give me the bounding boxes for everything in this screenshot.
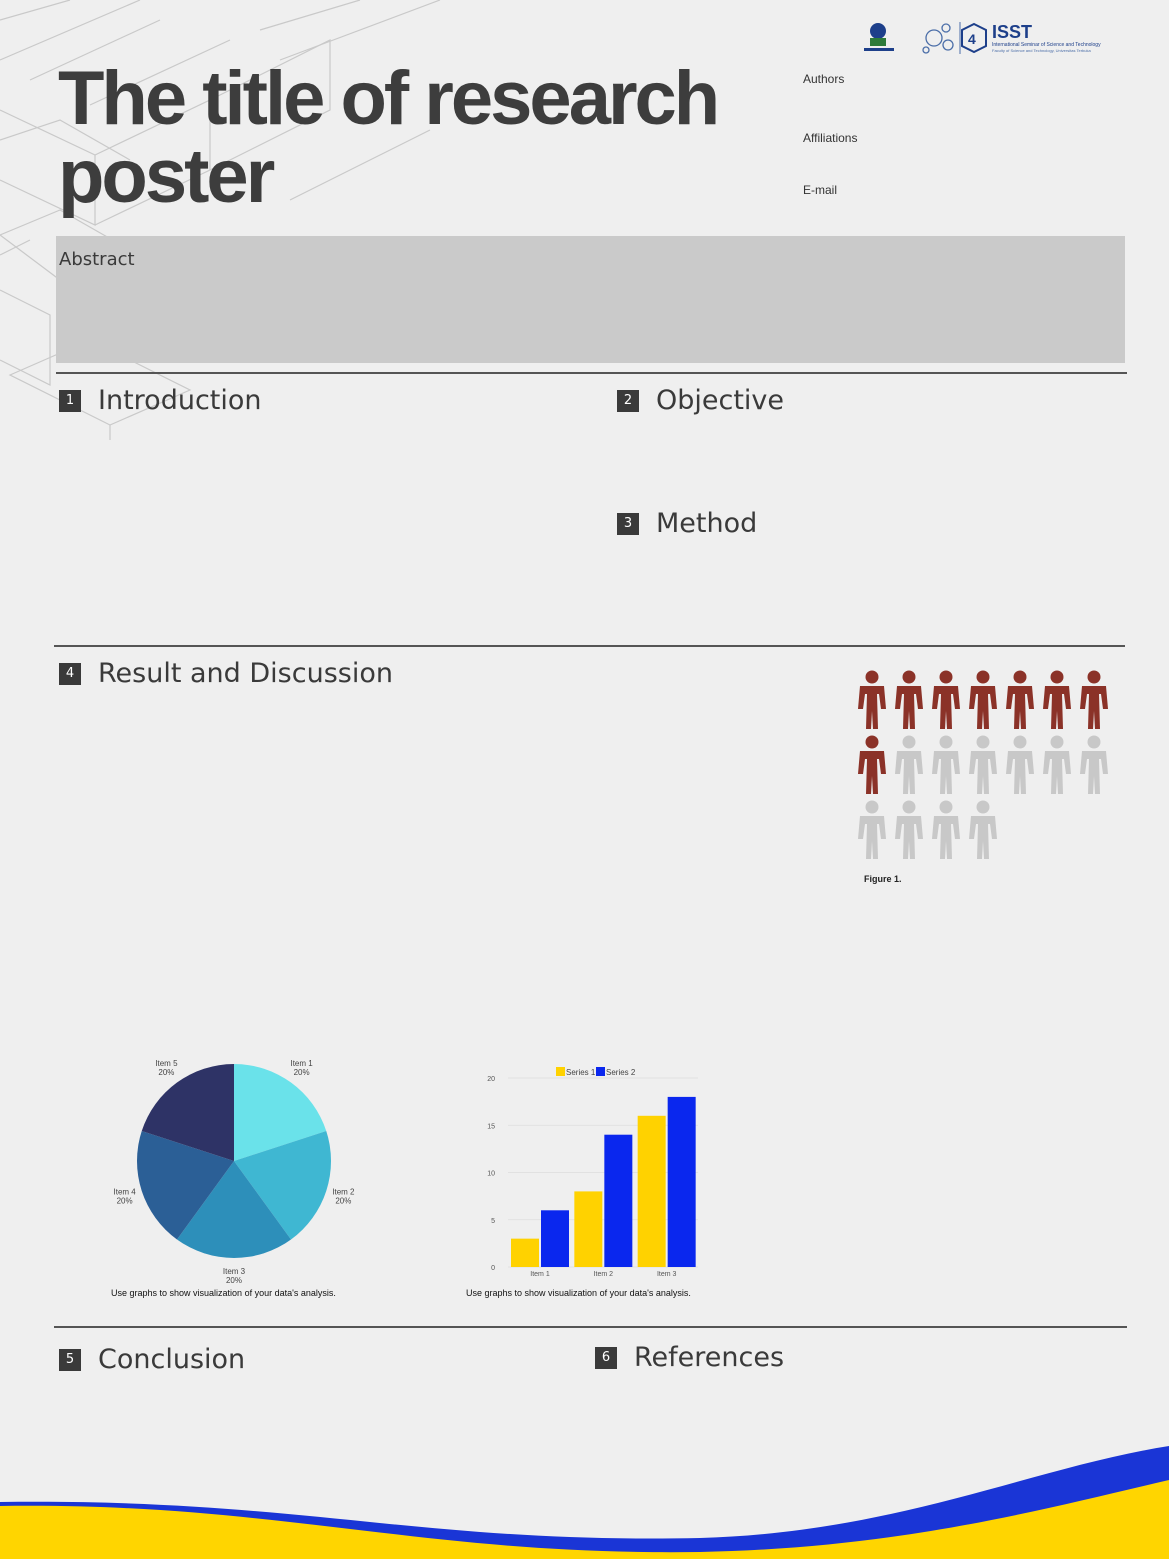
person-icon bbox=[1043, 670, 1071, 729]
authors-label: Authors bbox=[803, 72, 845, 86]
abstract-label: Abstract bbox=[59, 249, 135, 270]
poster-title-line1: The title of research bbox=[58, 56, 720, 141]
y-tick-label: 5 bbox=[491, 1218, 495, 1225]
person-icon bbox=[858, 735, 886, 794]
pie-slice bbox=[234, 1131, 331, 1240]
person-icon bbox=[895, 735, 923, 794]
svg-text:Faculty of Science and Technol: Faculty of Science and Technology, Unive… bbox=[992, 48, 1091, 53]
section-number: 1 bbox=[59, 389, 81, 412]
svg-text:International Seminar of Scien: International Seminar of Science and Tec… bbox=[992, 42, 1101, 48]
divider bbox=[56, 372, 1127, 374]
person-icon bbox=[932, 800, 960, 859]
molecule-logo-icon bbox=[922, 23, 954, 54]
bar-chart-caption: Use graphs to show visualization of your… bbox=[466, 1288, 691, 1298]
pie-value-label: 20% bbox=[294, 1068, 310, 1077]
person-icon bbox=[969, 670, 997, 729]
section-number: 3 bbox=[617, 512, 639, 535]
legend-label: Series 2 bbox=[606, 1068, 636, 1077]
pie-value-label: 20% bbox=[158, 1068, 174, 1077]
person-icon bbox=[858, 670, 886, 729]
section-title: Method bbox=[656, 508, 758, 539]
section-result-discussion: 4 Result and Discussion bbox=[59, 658, 393, 689]
divider bbox=[54, 645, 1125, 647]
university-logo-icon bbox=[864, 23, 894, 51]
pie-value-label: 20% bbox=[226, 1276, 242, 1285]
person-icon bbox=[895, 800, 923, 859]
section-conclusion: 5 Conclusion bbox=[59, 1344, 245, 1375]
x-tick-label: Item 3 bbox=[657, 1271, 677, 1278]
bar-chart: 0 5 10 15 20 Item 1 Item 2 Item 3 Series 1 Series… bbox=[487, 1067, 698, 1278]
section-objective: 2 Objective bbox=[617, 385, 784, 416]
email-label: E-mail bbox=[803, 183, 838, 197]
section-method: 3 Method bbox=[617, 508, 757, 539]
bar bbox=[667, 1096, 696, 1267]
section-title: Objective bbox=[656, 385, 785, 416]
sponsor-logos: 4 ISST International Seminar of Science … bbox=[864, 22, 1101, 54]
section-title: Introduction bbox=[98, 385, 262, 416]
section-number: 6 bbox=[595, 1346, 617, 1369]
person-icon bbox=[1006, 735, 1034, 794]
person-icon bbox=[1080, 735, 1108, 794]
person-icon bbox=[1043, 735, 1071, 794]
legend-swatch bbox=[556, 1067, 565, 1076]
geometric-background bbox=[0, 0, 441, 440]
pie-slice bbox=[234, 1064, 327, 1161]
section-number: 2 bbox=[617, 389, 639, 412]
abstract-box bbox=[56, 236, 1125, 363]
section-references: 6 References bbox=[595, 1342, 784, 1373]
pie-chart: Item 120%Item 220%Item 320%Item 420%Item… bbox=[114, 1059, 356, 1285]
person-icon bbox=[1080, 670, 1108, 729]
pie-category-label: Item 1 bbox=[290, 1059, 313, 1068]
svg-text:4: 4 bbox=[968, 31, 976, 47]
figure1-pictogram bbox=[858, 670, 1108, 859]
pie-category-label: Item 3 bbox=[223, 1267, 246, 1276]
pie-category-label: Item 5 bbox=[155, 1059, 178, 1068]
x-tick-label: Item 2 bbox=[594, 1271, 614, 1278]
pie-category-label: Item 2 bbox=[332, 1188, 355, 1197]
person-icon bbox=[1006, 670, 1034, 729]
person-icon bbox=[895, 670, 923, 729]
pie-slice bbox=[141, 1064, 234, 1161]
pie-value-label: 20% bbox=[335, 1197, 351, 1206]
logo-group: 4 ISST International Seminar of Science … bbox=[862, 18, 1122, 58]
wave-yellow bbox=[0, 1480, 1169, 1559]
person-icon bbox=[858, 800, 886, 859]
y-tick-label: 20 bbox=[487, 1076, 495, 1083]
poster-title: The title of research poster bbox=[58, 60, 778, 216]
y-tick-label: 0 bbox=[491, 1265, 495, 1272]
bar bbox=[637, 1115, 666, 1267]
isst-logo-icon: 4 ISST International Seminar of Science … bbox=[961, 22, 1101, 54]
section-title: Conclusion bbox=[98, 1344, 246, 1375]
divider bbox=[54, 1326, 1127, 1328]
y-tick-label: 15 bbox=[487, 1123, 495, 1130]
section-title: Result and Discussion bbox=[98, 658, 393, 689]
person-icon bbox=[969, 735, 997, 794]
bar bbox=[511, 1238, 539, 1267]
person-icon bbox=[932, 670, 960, 729]
person-icon bbox=[969, 800, 997, 859]
svg-text:ISST: ISST bbox=[992, 22, 1032, 42]
section-introduction: 1 Introduction bbox=[59, 385, 262, 416]
bar bbox=[574, 1191, 603, 1267]
person-icon bbox=[932, 735, 960, 794]
section-title: References bbox=[634, 1342, 785, 1373]
bar bbox=[541, 1210, 569, 1267]
pie-category-label: Item 4 bbox=[114, 1188, 137, 1197]
figure1-label: Figure 1. bbox=[864, 874, 902, 884]
pie-chart-caption: Use graphs to show visualization of your… bbox=[111, 1288, 336, 1298]
legend-label: Series 1 bbox=[566, 1068, 596, 1077]
pie-value-label: 20% bbox=[117, 1197, 133, 1206]
affiliations-label: Affiliations bbox=[803, 131, 858, 145]
pie-slice bbox=[137, 1131, 234, 1240]
section-number: 4 bbox=[59, 662, 81, 685]
poster-title-line2: poster bbox=[58, 134, 275, 219]
y-tick-label: 10 bbox=[487, 1171, 495, 1178]
section-number: 5 bbox=[59, 1348, 81, 1371]
x-tick-label: Item 1 bbox=[530, 1271, 550, 1278]
legend-swatch bbox=[596, 1067, 605, 1076]
bottom-wave-decoration bbox=[0, 1446, 1169, 1559]
bar bbox=[604, 1134, 633, 1267]
pie-slice bbox=[176, 1161, 292, 1258]
